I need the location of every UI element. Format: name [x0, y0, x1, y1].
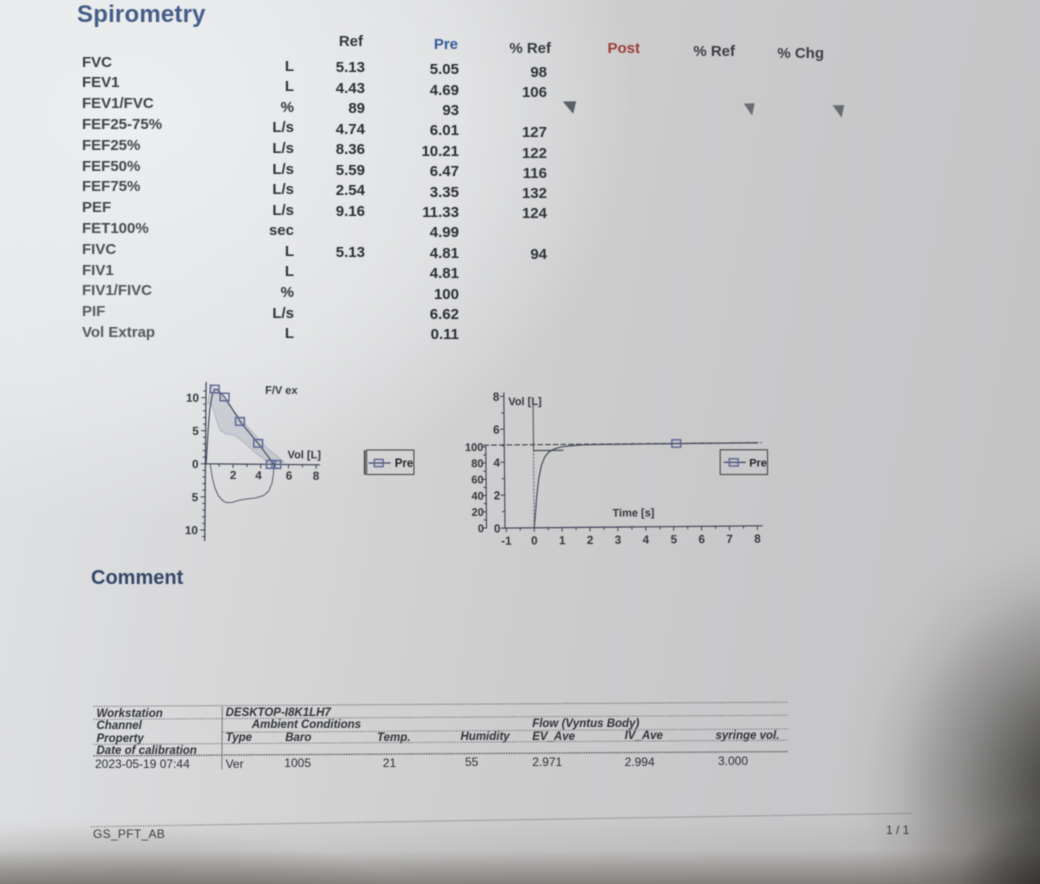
svg-text:6: 6 [698, 533, 705, 546]
svg-text:0: 0 [531, 534, 538, 547]
svg-text:4: 4 [255, 469, 262, 482]
svg-text:Vol [L]: Vol [L] [288, 449, 322, 461]
svg-text:1: 1 [559, 534, 566, 547]
svg-text:F/V ex: F/V ex [265, 385, 298, 397]
svg-text:-1: -1 [501, 535, 512, 548]
svg-text:4: 4 [643, 533, 650, 546]
svg-text:8: 8 [754, 533, 761, 546]
svg-text:0: 0 [494, 522, 501, 535]
svg-text:100: 100 [465, 442, 483, 454]
svg-text:2: 2 [230, 469, 237, 482]
svg-text:Pre: Pre [395, 458, 414, 470]
svg-text:10: 10 [185, 524, 199, 537]
svg-text:10: 10 [186, 392, 200, 405]
svg-text:5: 5 [670, 533, 677, 546]
svg-text:5: 5 [192, 491, 199, 504]
svg-text:6: 6 [286, 470, 293, 483]
svg-text:7: 7 [726, 533, 733, 546]
svg-text:80: 80 [471, 458, 483, 470]
svg-text:3: 3 [615, 534, 622, 547]
svg-text:2: 2 [494, 489, 501, 502]
svg-text:0: 0 [192, 458, 199, 471]
svg-text:0: 0 [478, 523, 484, 535]
svg-text:Time [s]: Time [s] [612, 507, 654, 519]
svg-text:20: 20 [472, 507, 484, 519]
svg-text:2: 2 [587, 534, 594, 547]
svg-text:Pre: Pre [749, 457, 767, 469]
svg-text:4: 4 [493, 457, 500, 470]
svg-text:60: 60 [471, 474, 483, 486]
svg-text:40: 40 [471, 491, 483, 503]
svg-text:8: 8 [493, 391, 500, 404]
svg-text:5: 5 [192, 425, 199, 438]
svg-text:6: 6 [493, 424, 500, 437]
svg-text:Vol [L]: Vol [L] [508, 396, 542, 408]
svg-text:8: 8 [313, 470, 320, 483]
